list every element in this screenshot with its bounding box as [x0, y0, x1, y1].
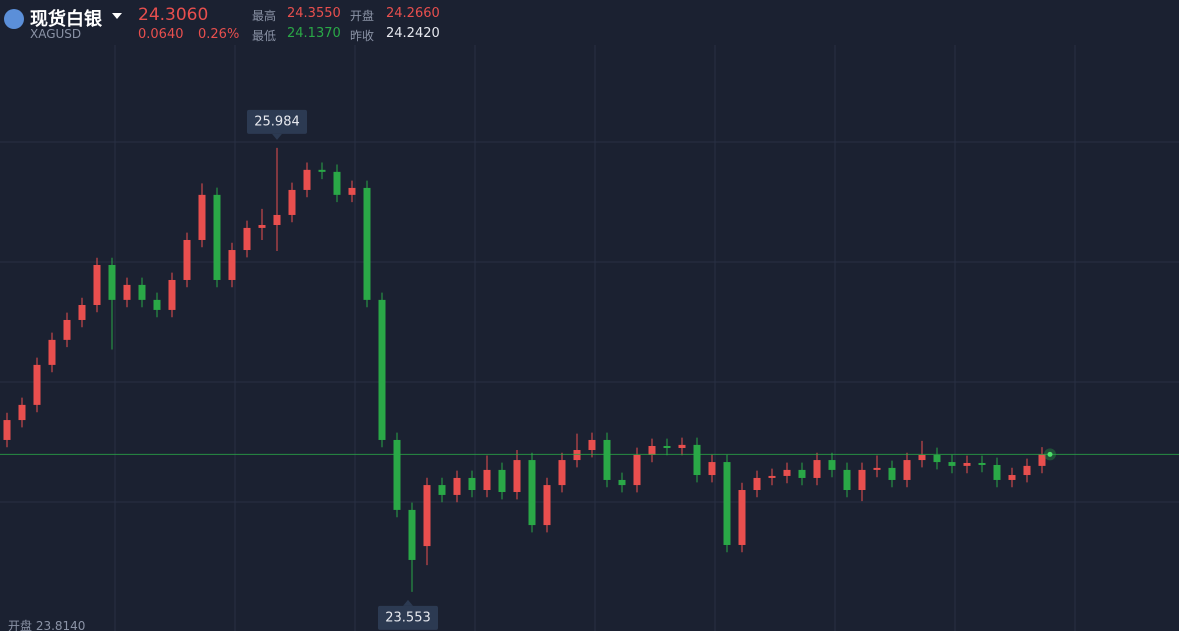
footer-label: 开盘 23.8140 — [8, 619, 86, 631]
candle-body — [888, 467, 896, 480]
candle-body — [828, 460, 836, 470]
candle-body — [873, 467, 881, 470]
candle-body — [93, 265, 101, 305]
instrument-name[interactable]: 现货白银 — [30, 9, 102, 30]
candle-body — [648, 445, 656, 455]
candle-body — [903, 460, 911, 480]
candle-body — [528, 460, 536, 526]
candle-body — [978, 462, 986, 465]
candle-body — [858, 469, 866, 491]
stat-value: 24.3550 — [287, 6, 341, 21]
low-label-arrow — [403, 599, 413, 606]
candle-body — [498, 469, 506, 493]
candle-body — [348, 187, 356, 195]
candle-body — [1008, 475, 1016, 480]
candle-body — [513, 460, 521, 493]
candle-body — [33, 364, 41, 405]
dropdown-caret[interactable] — [112, 13, 122, 19]
last-price-dot — [1047, 451, 1053, 457]
candle-body — [768, 475, 776, 478]
candle-body — [468, 477, 476, 491]
candle-body — [933, 454, 941, 463]
stat-value: 24.1370 — [287, 26, 341, 41]
candle-body — [693, 444, 701, 476]
candle-body — [78, 304, 86, 320]
stat-label: 昨收 — [350, 29, 375, 43]
candle-body — [63, 319, 71, 340]
high-label: 25.984 — [254, 114, 300, 129]
stat-value: 24.2660 — [386, 6, 440, 21]
candle-body — [663, 445, 671, 449]
candle-body — [318, 169, 326, 172]
symbol: XAGUSD — [30, 27, 82, 41]
candle-body — [138, 284, 146, 300]
candle-body — [453, 477, 461, 495]
candle-body — [618, 479, 626, 486]
candle-body — [603, 439, 611, 480]
candle-body — [48, 339, 56, 365]
candle-body — [783, 469, 791, 476]
candle-body — [708, 462, 716, 476]
candle-body — [288, 189, 296, 215]
candle-body — [198, 194, 206, 240]
candle-body — [408, 509, 416, 560]
candle-body — [123, 284, 131, 300]
candle-body — [573, 450, 581, 461]
candle-body — [843, 469, 851, 491]
candle-body — [333, 171, 341, 195]
candle-body — [303, 169, 311, 190]
stat-label: 开盘 — [350, 9, 375, 23]
candle-body — [183, 239, 191, 280]
candle-body — [258, 225, 266, 228]
candle-body — [738, 490, 746, 545]
stat-label: 最低 — [252, 29, 277, 43]
candle-body — [363, 187, 371, 300]
candle-body — [813, 460, 821, 478]
candle-body — [483, 469, 491, 491]
candle-body — [438, 485, 446, 495]
candle-body — [153, 299, 161, 310]
candle-body — [423, 485, 431, 547]
candle-body — [3, 420, 11, 440]
candle-body — [1038, 454, 1046, 466]
stat-value: 24.2420 — [386, 26, 440, 41]
candle-body — [798, 469, 806, 478]
stat-label: 最高 — [252, 9, 277, 23]
candle-body — [558, 460, 566, 486]
candle-body — [753, 477, 761, 491]
high-label-arrow — [272, 133, 282, 140]
candle-body — [18, 404, 26, 421]
candle-body — [213, 194, 221, 280]
candle-body — [588, 439, 596, 451]
candle-body — [243, 227, 251, 251]
candle-body — [273, 214, 281, 226]
candle-body — [378, 299, 386, 440]
low-label: 23.553 — [385, 610, 431, 625]
change-pct: 0.26% — [198, 27, 240, 42]
candle-body — [948, 462, 956, 466]
last-price: 24.3060 — [138, 5, 209, 25]
candle-body — [918, 454, 926, 461]
candle-body — [678, 444, 686, 449]
candle-body — [723, 462, 731, 545]
symbol-icon — [4, 9, 24, 29]
candle-body — [168, 279, 176, 310]
candle-body — [963, 462, 971, 466]
candle-body — [228, 250, 236, 280]
change: 0.0640 — [138, 27, 184, 42]
candle-body — [393, 439, 401, 510]
candle-body — [1023, 465, 1031, 476]
candle-body — [633, 454, 641, 486]
candle-body — [108, 265, 116, 300]
candle-body — [993, 464, 1001, 480]
high-label-box — [247, 109, 307, 134]
low-label-box — [378, 605, 438, 630]
candle-body — [543, 485, 551, 526]
